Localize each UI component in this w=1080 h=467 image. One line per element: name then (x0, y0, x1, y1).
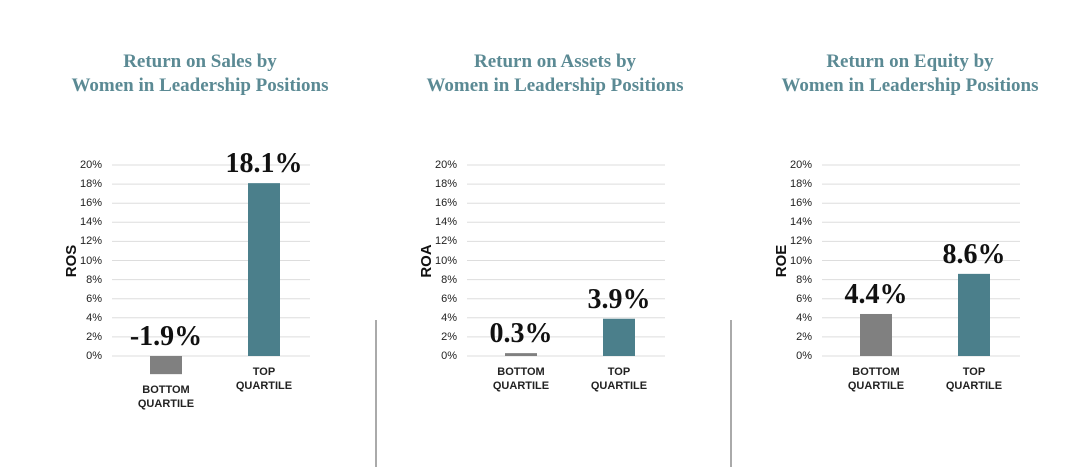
bar (505, 353, 537, 356)
bar (248, 183, 280, 356)
y-tick-label: 10% (789, 254, 812, 267)
y-tick-label: 14% (434, 216, 457, 229)
chart-title: Return on Assets by Women in Leadership … (426, 51, 684, 96)
y-tick-label: 8% (441, 273, 457, 286)
chart-title: Return on Equity by Women in Leadership … (781, 51, 1039, 96)
value-label: 3.9% (587, 283, 651, 315)
y-tick-label: 18% (789, 178, 812, 191)
y-tick-label: 8% (86, 273, 102, 286)
y-tick-label: 6% (796, 292, 812, 305)
y-tick-label: 12% (434, 235, 457, 248)
y-tick-label: 6% (441, 292, 457, 305)
value-label: 8.6% (942, 238, 1006, 270)
y-tick-label: 18% (79, 178, 102, 191)
value-label: -1.9% (129, 321, 203, 352)
x-tick-label: TOP QUARTILE (590, 366, 648, 392)
y-tick-label: 2% (441, 330, 457, 343)
y-tick-label: 2% (796, 330, 812, 343)
y-tick-label: 16% (79, 197, 102, 210)
y-tick-label: 6% (86, 292, 102, 305)
x-tick-label: BOTTOM QUARTILE (492, 366, 550, 392)
y-tick-label: 20% (434, 159, 457, 171)
y-tick-label: 8% (796, 273, 812, 286)
y-tick-label: 20% (789, 159, 812, 171)
bar (958, 273, 990, 356)
value-label: 18.1% (225, 148, 303, 180)
y-tick-label: 16% (789, 197, 812, 210)
y-tick-label: 12% (789, 235, 812, 248)
y-tick-label: 4% (86, 311, 102, 324)
x-tick-label: TOP QUARTILE (235, 366, 293, 392)
y-tick-label: 18% (434, 178, 457, 191)
y-tick-label: 16% (434, 197, 457, 210)
y-tick-label: 0% (796, 350, 812, 362)
x-tick-label: TOP QUARTILE (945, 366, 1003, 392)
x-tick-label: BOTTOM QUARTILE (137, 384, 195, 411)
y-tick-label: 4% (796, 311, 812, 324)
y-tick-label: 0% (86, 350, 102, 362)
y-tick-label: 10% (79, 254, 102, 267)
bar (860, 313, 892, 356)
y-tick-label: 2% (86, 330, 102, 343)
y-tick-label: 10% (434, 254, 457, 267)
bar (150, 356, 182, 375)
value-label: 0.3% (489, 318, 553, 350)
x-tick-label: BOTTOM QUARTILE (847, 366, 905, 392)
value-label: 4.4% (844, 278, 908, 310)
y-tick-label: 14% (79, 216, 102, 229)
y-tick-label: 12% (79, 235, 102, 248)
y-tick-label: 20% (79, 159, 102, 171)
bar (603, 318, 635, 356)
chart-title: Return on Sales by Women in Leadership P… (71, 51, 329, 96)
y-tick-label: 0% (441, 350, 457, 362)
y-tick-label: 4% (441, 311, 457, 324)
y-tick-label: 14% (789, 216, 812, 229)
